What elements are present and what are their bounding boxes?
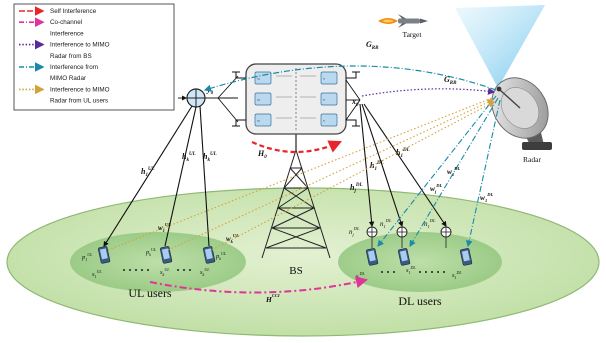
hk-ul-label-2: hkUL: [203, 152, 217, 163]
ul-user-devices: [97, 246, 216, 264]
legend-label: Radar from BS: [50, 53, 92, 60]
legend-label: Interference: [50, 30, 84, 37]
legend: Self Interference Co-channel Interference I…: [13, 3, 175, 111]
dl-cluster: [338, 232, 502, 292]
radar-to-dl-interference: [377, 95, 501, 248]
radar-to-bs-interference-top: [203, 65, 497, 92]
w1-dl-label: w1DL: [447, 166, 461, 177]
s1-dl-label: s1DL: [406, 265, 416, 275]
legend-label: Interference from: [50, 64, 98, 71]
svg-text:w: w: [257, 97, 261, 102]
svg-text:w: w: [257, 76, 261, 81]
svg-text:v: v: [323, 76, 326, 81]
sk-ul-label: skUL: [160, 267, 170, 277]
target-missile: [378, 14, 428, 28]
bs-antenna-panel: w w w v v v: [245, 63, 347, 135]
ul-channels: [103, 105, 210, 247]
wj-dl-label: wjDL: [430, 183, 443, 194]
s1-dl-label-2: s1DL: [452, 270, 462, 280]
legend-label: MIMO Radar: [50, 75, 86, 82]
svg-text:v: v: [323, 97, 326, 102]
ul-to-radar-interference: [107, 97, 495, 251]
legend-label: Radar from UL users: [50, 98, 108, 105]
g-rb-top-label: GRB: [366, 40, 379, 51]
h1-ul-label: h1UL: [141, 167, 155, 178]
p1-ul-label: p1UL: [81, 252, 93, 262]
h-cci-label: HCCI: [265, 293, 280, 304]
x0-label: x0: [351, 97, 359, 108]
dl-channels: [359, 103, 447, 228]
y0-label: y0: [206, 85, 214, 96]
h1-dl-label-2: h1DL: [396, 148, 410, 159]
self-interference-arc: [251, 140, 343, 154]
legend-label: Interference to MIMO: [50, 42, 110, 49]
radar-dish: [491, 77, 552, 150]
ul-users-label: UL users: [128, 286, 172, 300]
g-rb-mid-label: GRB: [444, 75, 457, 86]
bs-tower: [261, 134, 331, 259]
legend-label: Interference to MIMO: [50, 86, 110, 93]
h1-dl-label: h1DL: [370, 161, 384, 172]
dl-dots: [381, 271, 445, 273]
bs-to-radar-interference: [361, 87, 496, 97]
legend-label: Self Interference: [50, 8, 97, 15]
svg-text:v: v: [323, 118, 326, 123]
wk-ul-label: wkUL: [226, 233, 239, 244]
w1-dl-label-2: w1DL: [480, 192, 494, 203]
legend-label: Co-channel: [50, 19, 82, 26]
y0-fanout: [217, 75, 239, 123]
pk-ul-label-2: pkUL: [215, 251, 227, 261]
sk-ul-label-2: skUL: [200, 267, 210, 277]
w1-ul-label: w1UL: [158, 222, 171, 233]
n1-dl-label: n1DL: [380, 218, 392, 229]
x0-fanin: [345, 79, 361, 121]
s1-ul-label: s1UL: [92, 269, 102, 279]
bs-label: BS: [289, 265, 302, 277]
nj-dl-label: njDL: [349, 226, 360, 237]
ul-cluster: [70, 232, 246, 292]
n1-dl-label-2: n1DL: [424, 218, 436, 229]
hj-dl-label: hjDL: [350, 183, 363, 194]
h0-label: H0: [257, 149, 267, 160]
co-channel-interference: [149, 276, 368, 294]
radar-beam: [455, 5, 545, 88]
radar-label: Radar: [523, 155, 541, 164]
ul-dots: [123, 269, 191, 271]
dl-noise-cross: [367, 227, 451, 248]
dl-user-devices: [365, 248, 473, 266]
pk-ul-label: pkUL: [145, 247, 157, 257]
dl-users-label: DL users: [398, 294, 442, 308]
hk-ul-label: hkUL: [182, 152, 196, 163]
svg-text:w: w: [257, 118, 261, 123]
target-label: Target: [403, 30, 423, 39]
